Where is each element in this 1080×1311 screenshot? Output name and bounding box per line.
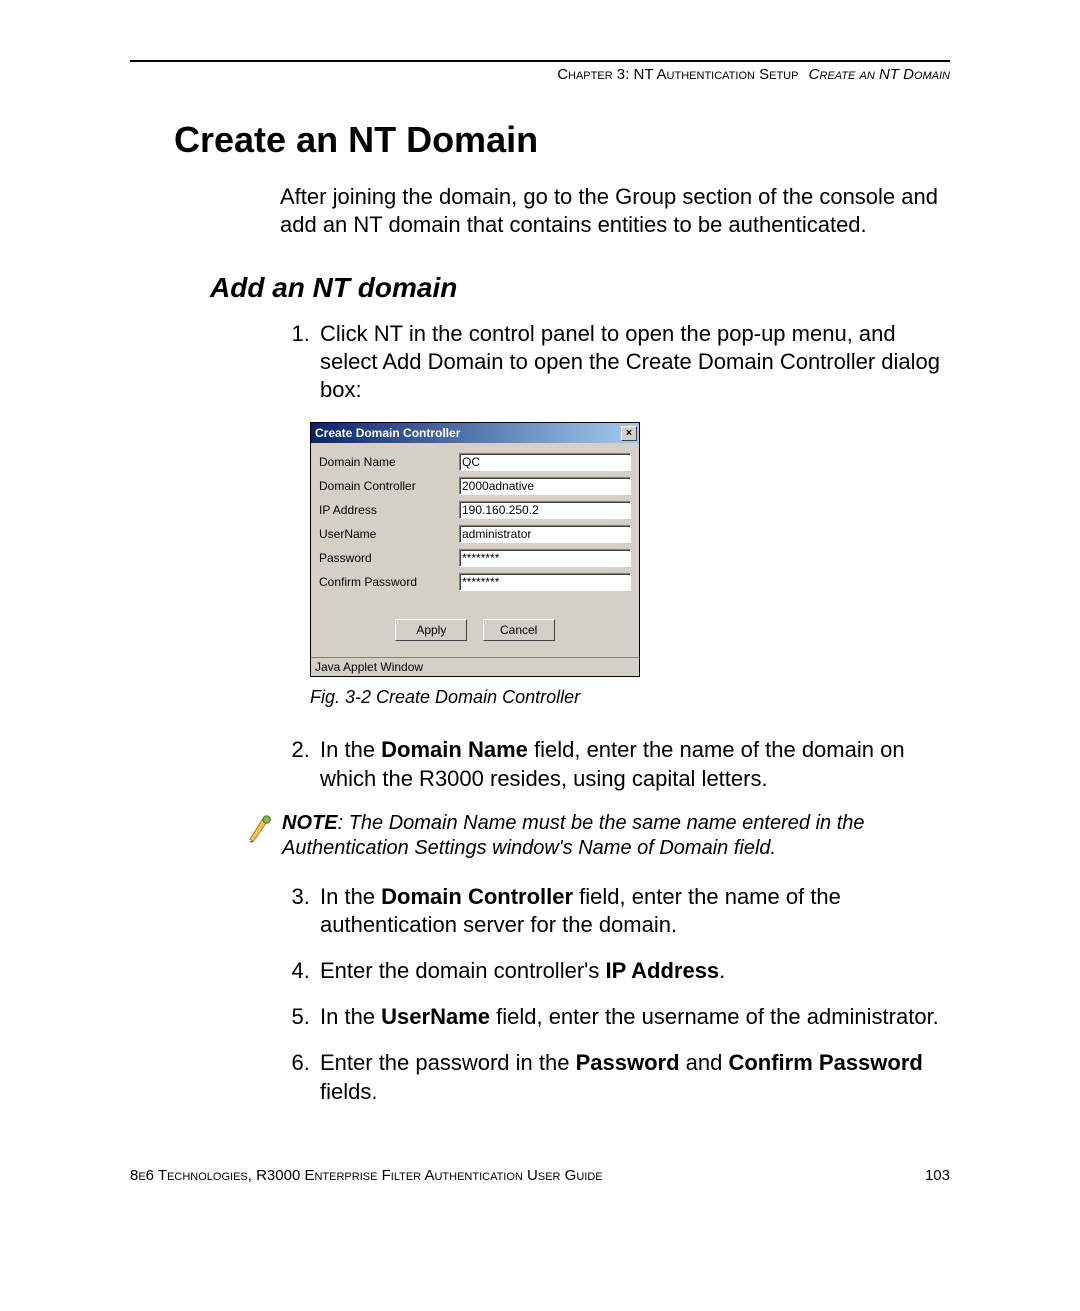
figure-dialog: Create Domain Controller × Domain Name D… <box>310 422 950 677</box>
row-ip-address: IP Address <box>319 501 631 519</box>
input-domain-controller[interactable] <box>459 477 631 495</box>
step-list: Click NT in the control panel to open th… <box>280 320 950 404</box>
note-label: NOTE <box>282 812 338 834</box>
row-password: Password <box>319 549 631 567</box>
step-3-pre: In the <box>320 884 381 909</box>
page: Chapter 3: NT Authentication Setup Creat… <box>0 0 1080 1264</box>
step-2-bold: Domain Name <box>381 737 528 762</box>
label-confirm-password: Confirm Password <box>319 575 459 589</box>
label-domain-name: Domain Name <box>319 455 459 469</box>
note-block: NOTE: The Domain Name must be the same n… <box>246 811 950 861</box>
footer-left: 8e6 Technologies, R3000 Enterprise Filte… <box>130 1167 603 1184</box>
input-ip-address[interactable] <box>459 501 631 519</box>
header-breadcrumb: Create an NT Domain <box>809 66 950 83</box>
row-domain-name: Domain Name <box>319 453 631 471</box>
figure-caption: Fig. 3-2 Create Domain Controller <box>310 687 950 708</box>
close-icon[interactable]: × <box>621 426 637 441</box>
step-6-mid: and <box>680 1050 729 1075</box>
step-4: Enter the domain controller's IP Address… <box>316 957 950 985</box>
step-list-continued: In the Domain Name field, enter the name… <box>280 736 950 792</box>
header-rule <box>130 60 950 62</box>
section-intro: After joining the domain, go to the Grou… <box>280 183 950 238</box>
row-confirm-password: Confirm Password <box>319 573 631 591</box>
dialog-titlebar: Create Domain Controller × <box>311 423 639 443</box>
step-5-bold: UserName <box>381 1004 490 1029</box>
header-chapter: Chapter 3: NT Authentication Setup <box>557 66 798 83</box>
label-ip-address: IP Address <box>319 503 459 517</box>
step-4-pre: Enter the domain controller's <box>320 958 605 983</box>
step-4-bold: IP Address <box>605 958 719 983</box>
step-list-continued-2: In the Domain Controller field, enter th… <box>280 883 950 1106</box>
label-username: UserName <box>319 527 459 541</box>
step-4-post: . <box>719 958 725 983</box>
step-1: Click NT in the control panel to open th… <box>316 320 950 404</box>
row-domain-controller: Domain Controller <box>319 477 631 495</box>
input-confirm-password[interactable] <box>459 573 631 591</box>
dialog-body: Domain Name Domain Controller IP Address… <box>311 443 639 657</box>
label-password: Password <box>319 551 459 565</box>
footer-page-number: 103 <box>925 1167 950 1184</box>
dialog-title: Create Domain Controller <box>315 426 460 440</box>
step-2-pre: In the <box>320 737 381 762</box>
note-icon <box>246 813 276 843</box>
section-title: Create an NT Domain <box>174 119 950 161</box>
input-password[interactable] <box>459 549 631 567</box>
cancel-button[interactable]: Cancel <box>483 619 555 641</box>
step-6-bold1: Password <box>576 1050 680 1075</box>
step-5-post: field, enter the username of the adminis… <box>490 1004 939 1029</box>
create-domain-controller-dialog: Create Domain Controller × Domain Name D… <box>310 422 640 677</box>
input-domain-name[interactable] <box>459 453 631 471</box>
note-body: : The Domain Name must be the same name … <box>282 812 865 859</box>
step-2: In the Domain Name field, enter the name… <box>316 736 950 792</box>
page-footer: 8e6 Technologies, R3000 Enterprise Filte… <box>130 1166 950 1184</box>
step-6: Enter the password in the Password and C… <box>316 1049 950 1105</box>
step-3: In the Domain Controller field, enter th… <box>316 883 950 939</box>
label-domain-controller: Domain Controller <box>319 479 459 493</box>
step-5: In the UserName field, enter the usernam… <box>316 1003 950 1031</box>
step-6-pre: Enter the password in the <box>320 1050 576 1075</box>
row-username: UserName <box>319 525 631 543</box>
step-5-pre: In the <box>320 1004 381 1029</box>
note-text: NOTE: The Domain Name must be the same n… <box>282 811 950 861</box>
step-6-post: fields. <box>320 1079 377 1104</box>
step-3-bold: Domain Controller <box>381 884 573 909</box>
dialog-statusbar: Java Applet Window <box>311 657 639 676</box>
step-6-bold2: Confirm Password <box>728 1050 922 1075</box>
page-header: Chapter 3: NT Authentication Setup Creat… <box>130 66 950 83</box>
step-1-text: Click NT in the control panel to open th… <box>320 321 940 402</box>
dialog-button-row: Apply Cancel <box>319 597 631 651</box>
apply-button[interactable]: Apply <box>395 619 467 641</box>
subsection-title: Add an NT domain <box>210 272 950 304</box>
input-username[interactable] <box>459 525 631 543</box>
